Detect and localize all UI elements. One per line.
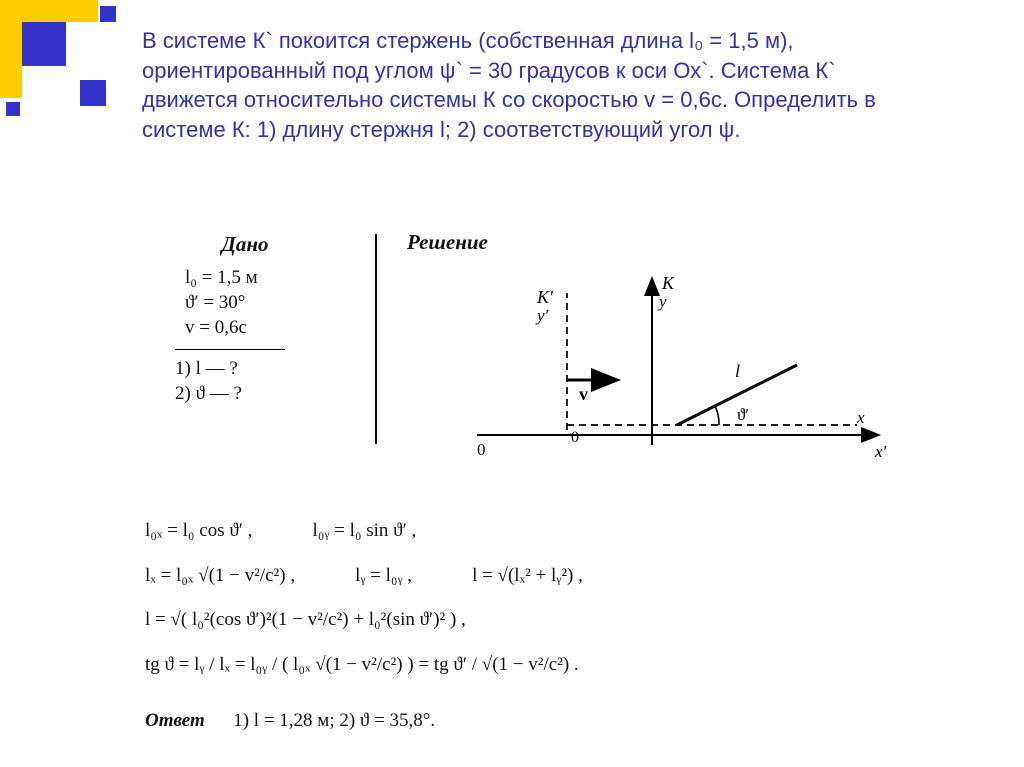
label-K: K	[661, 273, 675, 293]
answer-text: 1) l = 1,28 м; 2) ϑ = 35,8°.	[233, 710, 435, 731]
column-divider	[375, 234, 377, 444]
question-1: 1) l — ?	[175, 358, 345, 380]
label-theta: ϑ′	[737, 405, 749, 424]
question-2: 2) ϑ — ?	[175, 383, 345, 405]
solution-content: Дано l₀ = 1,5 м ϑ′ = 30° v = 0,6с 1) l —…	[145, 230, 915, 732]
solution-column: Решение 0 x′ K y K′ y′ 0	[407, 230, 915, 481]
eq-lx: lₓ = l₀ₓ √(1 − v²/c²) ,	[145, 554, 295, 599]
label-x: x	[856, 408, 865, 427]
label-y: y	[657, 292, 667, 311]
given-column: Дано l₀ = 1,5 м ϑ′ = 30° v = 0,6с 1) l —…	[145, 230, 345, 408]
deco-blue-2	[80, 80, 106, 106]
eq-ly: lᵧ = l₀ᵧ ,	[355, 554, 412, 599]
given-theta: ϑ′ = 30°	[185, 292, 345, 314]
problem-statement: В системе К` покоится стержень (собствен…	[142, 26, 902, 145]
solution-header: Решение	[407, 230, 915, 255]
deco-yellow-v	[0, 0, 22, 98]
eq-ltot: l = √(lₓ² + lᵧ²) ,	[472, 554, 583, 599]
eq-l0x: l₀ₓ = l₀ cos ϑ′ ,	[145, 509, 252, 554]
eq-tg: tg ϑ = lᵧ / lₓ = l₀ᵧ / ( l₀ₓ √(1 − v²/c²…	[145, 643, 915, 688]
deco-blue-3	[100, 6, 116, 22]
deco-blue-4	[6, 102, 20, 116]
deco-blue-1	[22, 22, 66, 66]
label-v: v	[579, 384, 588, 404]
label-zero: 0	[477, 440, 486, 459]
label-zerop: 0	[571, 429, 579, 446]
given-l0: l₀ = 1,5 м	[185, 267, 345, 289]
given-v: v = 0,6с	[185, 317, 345, 339]
label-l: l	[735, 361, 740, 381]
given-header: Дано	[145, 232, 345, 257]
eq-lsub: l = √( l₀²(cos ϑ′)²(1 − v²/c²) + l₀²(sin…	[145, 598, 915, 643]
given-divider	[175, 349, 285, 350]
label-yp: y′	[535, 306, 549, 325]
label-xp: x′	[874, 442, 887, 461]
reference-frames-diagram: 0 x′ K y K′ y′ 0 x v l ϑ′	[437, 265, 897, 475]
equations-block: l₀ₓ = l₀ cos ϑ′ , l₀ᵧ = l₀ sin ϑ′ , lₓ =…	[145, 509, 915, 688]
answer-label: Ответ	[145, 710, 205, 731]
eq-l0y: l₀ᵧ = l₀ sin ϑ′ ,	[312, 509, 416, 554]
label-Kp: K′	[536, 287, 554, 307]
